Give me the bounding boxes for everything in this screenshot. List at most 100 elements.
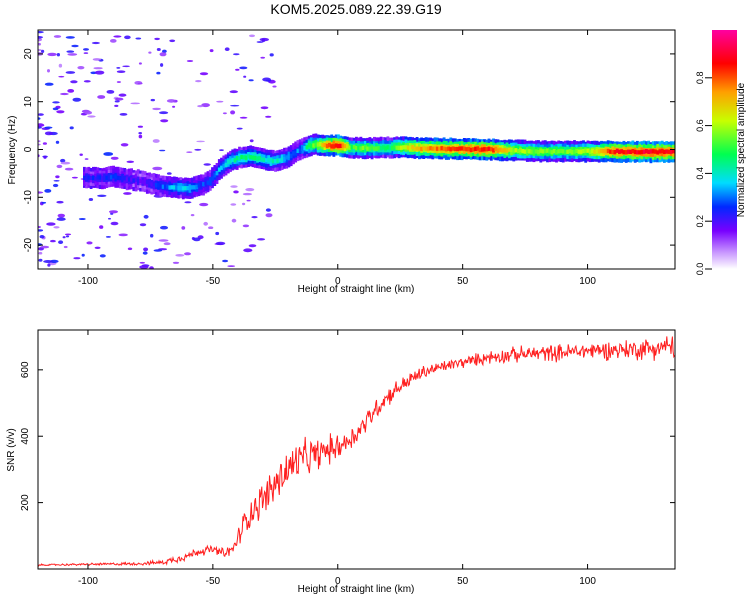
noise-blob bbox=[38, 123, 45, 127]
noise-blob bbox=[123, 192, 132, 195]
snr-background bbox=[38, 330, 675, 569]
ridge-cell bbox=[339, 143, 343, 148]
noise-blob bbox=[160, 119, 169, 123]
noise-blob bbox=[93, 67, 103, 70]
ridge-cell bbox=[346, 144, 349, 149]
ridge-cell bbox=[395, 145, 399, 150]
ridge-cell bbox=[642, 149, 646, 154]
ridge-cell bbox=[393, 144, 396, 149]
noise-blob bbox=[38, 38, 42, 42]
noise-blob bbox=[44, 82, 54, 86]
noise-blob bbox=[67, 53, 78, 56]
ridge-cell bbox=[431, 146, 435, 151]
ridge-cell bbox=[161, 184, 165, 189]
ridge-cell bbox=[125, 177, 129, 182]
ridge-cell bbox=[375, 146, 378, 151]
noise-blob bbox=[52, 183, 59, 188]
ridge-cell bbox=[343, 143, 347, 149]
ridge-cell bbox=[483, 147, 486, 152]
noise-blob bbox=[43, 260, 53, 263]
ridge-cell bbox=[157, 183, 160, 188]
ridge-cell bbox=[631, 149, 635, 154]
noise-blob bbox=[158, 239, 169, 242]
ridge-cell bbox=[435, 146, 439, 151]
noise-blob bbox=[172, 261, 180, 264]
noise-blob bbox=[60, 92, 69, 96]
noise-blob bbox=[92, 58, 102, 61]
ridge-cell bbox=[422, 145, 426, 151]
noise-blob bbox=[38, 191, 44, 194]
ridge-cell bbox=[465, 147, 468, 152]
ridge-cell bbox=[355, 146, 358, 151]
noise-blob bbox=[162, 49, 167, 53]
noise-blob bbox=[41, 49, 45, 54]
noise-blob bbox=[135, 37, 142, 40]
noise-blob bbox=[87, 115, 96, 118]
noise-blob bbox=[73, 257, 81, 260]
noise-blob bbox=[265, 115, 272, 118]
ridge-cell bbox=[516, 149, 520, 154]
noise-blob bbox=[142, 251, 148, 255]
colorbar-tick-label: 0.2 bbox=[695, 215, 705, 228]
ridge-cell bbox=[429, 146, 432, 151]
ridge-cell bbox=[404, 145, 408, 150]
ridge-cell bbox=[633, 149, 637, 155]
noise-blob bbox=[53, 226, 60, 229]
noise-blob bbox=[143, 214, 149, 219]
ridge-cell bbox=[627, 149, 630, 154]
noise-blob bbox=[260, 56, 266, 59]
ridge-cell bbox=[258, 156, 262, 161]
ridge-cell bbox=[591, 148, 594, 154]
ridge-cell bbox=[672, 149, 675, 154]
ridge-cell bbox=[116, 175, 120, 180]
ridge-cell bbox=[323, 142, 327, 148]
ridge-cell bbox=[289, 153, 293, 159]
noise-blob bbox=[38, 117, 41, 120]
ridge-cell bbox=[235, 156, 239, 161]
ridge-cell bbox=[519, 148, 522, 153]
ridge-cell bbox=[143, 179, 147, 184]
noise-blob bbox=[126, 160, 135, 163]
ridge-cell bbox=[134, 177, 138, 182]
ridge-cell bbox=[193, 185, 196, 190]
ridge-cell bbox=[87, 175, 91, 180]
ridge-cell bbox=[379, 146, 383, 151]
spectrogram-y-axis: -20 -10 0 10 20 bbox=[23, 48, 675, 252]
ridge-cell bbox=[388, 146, 392, 151]
noise-blob bbox=[47, 52, 57, 57]
ridge-cell bbox=[384, 146, 387, 151]
ridge-cell bbox=[294, 151, 298, 156]
ridge-cell bbox=[256, 156, 259, 161]
ridge-cell bbox=[557, 149, 561, 154]
noise-blob bbox=[83, 48, 89, 51]
y-tick-label: 400 bbox=[20, 427, 31, 444]
noise-blob bbox=[72, 97, 82, 102]
noise-blob bbox=[160, 63, 164, 67]
colorbar: 0.0 0.2 0.4 0.6 0.8 Normalized spectral ampl… bbox=[695, 30, 747, 275]
ridge-cell bbox=[622, 150, 626, 155]
ridge-cell bbox=[471, 147, 475, 152]
ridge-cell bbox=[188, 185, 192, 190]
ridge-cell bbox=[521, 149, 525, 154]
noise-blob bbox=[265, 79, 272, 82]
noise-blob bbox=[195, 80, 202, 83]
ridge-cell bbox=[148, 180, 151, 185]
noise-blob bbox=[64, 167, 74, 171]
ridge-cell bbox=[444, 147, 448, 152]
noise-blob bbox=[184, 201, 192, 204]
ridge-cell bbox=[575, 148, 579, 153]
y-tick-label: -10 bbox=[23, 190, 34, 205]
ridge-cell bbox=[103, 175, 106, 180]
ridge-cell bbox=[478, 147, 482, 153]
ridge-cell bbox=[244, 155, 248, 160]
noise-blob bbox=[159, 111, 169, 115]
ridge-cell bbox=[559, 148, 563, 154]
ridge-cell bbox=[366, 146, 369, 151]
ridge-cell bbox=[532, 149, 536, 154]
noise-blob bbox=[181, 226, 186, 230]
noise-blob bbox=[52, 107, 59, 111]
noise-blob bbox=[38, 49, 42, 51]
ridge-cell bbox=[492, 148, 495, 153]
snr-panel: -100 -50 0 50 100 200 400 600 Height of straig… bbox=[6, 329, 676, 595]
